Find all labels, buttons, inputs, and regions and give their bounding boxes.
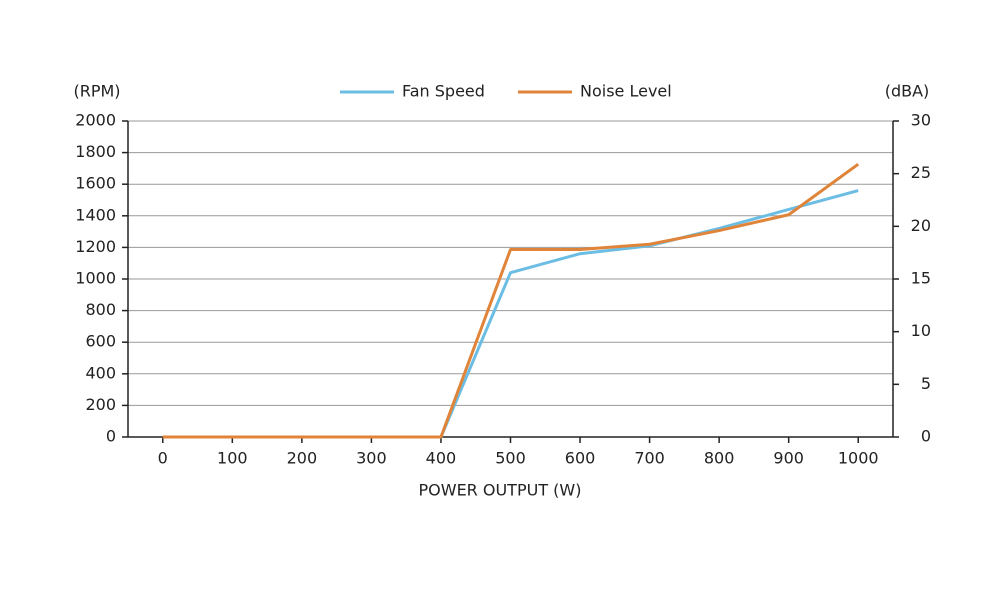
x-tick-label: 400 xyxy=(426,449,457,468)
y-tick-label: 400 xyxy=(85,363,116,382)
x-tick-label: 800 xyxy=(704,449,735,468)
y-tick-label: 1000 xyxy=(75,269,116,288)
y-axis-label: (RPM) xyxy=(73,82,120,101)
y-tick-label: 1600 xyxy=(75,174,116,193)
y2-tick-label: 25 xyxy=(911,163,931,182)
legend-label: Noise Level xyxy=(580,82,672,101)
y-tick-label: 1800 xyxy=(75,142,116,161)
y-tick-label: 600 xyxy=(85,332,116,351)
x-tick-label: 600 xyxy=(565,449,596,468)
y-tick-label: 2000 xyxy=(75,111,116,130)
x-tick-label: 500 xyxy=(495,449,526,468)
y-tick-label: 1200 xyxy=(75,237,116,256)
y-tick-label: 800 xyxy=(85,300,116,319)
legend-label: Fan Speed xyxy=(402,82,485,101)
x-axis-label: POWER OUTPUT (W) xyxy=(419,481,582,500)
y-tick-label: 1400 xyxy=(75,205,116,224)
x-tick-label: 100 xyxy=(217,449,248,468)
y2-tick-label: 20 xyxy=(911,216,931,235)
x-tick-label: 300 xyxy=(356,449,387,468)
x-tick-label: 0 xyxy=(158,449,168,468)
y-tick-label: 200 xyxy=(85,395,116,414)
y2-tick-label: 5 xyxy=(921,374,931,393)
y2-tick-label: 15 xyxy=(911,269,931,288)
y2-axis-label: (dBA) xyxy=(885,82,930,101)
x-tick-label: 200 xyxy=(287,449,318,468)
y2-tick-label: 0 xyxy=(921,427,931,446)
x-tick-label: 700 xyxy=(634,449,665,468)
series-line xyxy=(162,162,860,439)
y2-tick-label: 10 xyxy=(911,321,931,340)
x-tick-label: 1000 xyxy=(838,449,879,468)
x-tick-label: 900 xyxy=(773,449,804,468)
y2-tick-label: 30 xyxy=(911,111,931,130)
series-line xyxy=(162,189,859,439)
y-tick-label: 0 xyxy=(106,427,116,446)
